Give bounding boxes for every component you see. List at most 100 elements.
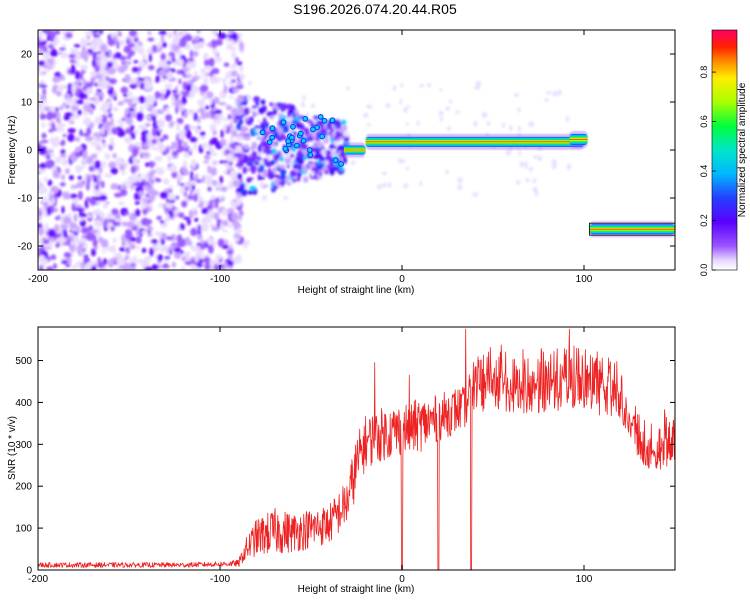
faint-blob <box>302 94 306 101</box>
noise-blob <box>117 257 126 267</box>
snr-series-line <box>38 328 675 570</box>
transition-blob <box>250 132 256 137</box>
noise-blob <box>69 48 78 52</box>
ridge-band <box>589 224 675 235</box>
spectrogram-x-axis: -200 -100 0 100 <box>28 30 593 285</box>
faint-blob <box>528 121 535 127</box>
noise-blob <box>110 226 115 232</box>
noise-blob <box>76 244 84 254</box>
noise-blob <box>124 60 132 65</box>
noise-blob <box>231 50 236 60</box>
noise-blob <box>86 214 92 218</box>
noise-blob <box>167 153 172 163</box>
noise-blob <box>47 191 55 196</box>
transition-blob <box>271 138 275 147</box>
noise-blob <box>221 208 229 217</box>
noise-blob <box>79 91 84 100</box>
noise-blob <box>88 52 95 56</box>
noise-blob <box>40 139 49 144</box>
faint-blob <box>345 86 351 90</box>
noise-blob <box>206 177 212 187</box>
noise-blob <box>146 132 153 142</box>
noise-blob <box>175 105 179 115</box>
noise-blob <box>124 211 130 216</box>
faint-blob <box>256 119 261 123</box>
noise-blob <box>38 30 43 38</box>
noise-blob <box>131 96 139 101</box>
noise-blob <box>235 145 243 155</box>
noise-blob <box>50 254 57 260</box>
faint-blob <box>517 125 522 132</box>
noise-blob <box>118 201 125 206</box>
noise-blob <box>205 154 211 161</box>
colorbar-tick-label: 0.4 <box>699 165 709 178</box>
transition-blob <box>271 148 277 155</box>
noise-blob <box>38 216 42 221</box>
noise-blob <box>92 238 98 247</box>
noise-blob <box>223 123 227 131</box>
noise-blob <box>93 37 103 44</box>
transition-blob <box>322 166 329 171</box>
noise-blob <box>112 237 117 244</box>
noise-blob <box>80 51 86 59</box>
noise-blob <box>138 77 145 82</box>
transition-blob <box>284 157 292 164</box>
noise-blob <box>212 49 218 56</box>
noise-blob <box>41 206 45 214</box>
noise-blob <box>184 260 193 266</box>
noise-blob <box>158 203 164 208</box>
noise-blob <box>68 175 74 181</box>
transition-blob <box>260 124 264 128</box>
noise-blob <box>219 267 226 270</box>
noise-blob <box>45 159 54 169</box>
noise-blob <box>191 39 196 45</box>
transition-blob <box>301 164 308 172</box>
noise-blob <box>215 201 219 209</box>
noise-blob <box>208 57 215 67</box>
colorbar-tick-label: 0.8 <box>699 66 709 79</box>
noise-blob <box>117 119 123 124</box>
transition-blob <box>295 123 300 129</box>
hot-spot <box>310 126 316 133</box>
noise-blob <box>178 131 186 140</box>
transition-blob <box>279 133 286 141</box>
transition-blob <box>238 95 243 104</box>
noise-blob <box>239 178 243 183</box>
noise-blob <box>116 41 120 50</box>
noise-blob <box>189 79 194 85</box>
noise-blob <box>143 256 150 265</box>
noise-blob <box>46 111 53 121</box>
faint-blob <box>376 184 383 189</box>
transition-blob <box>294 116 301 122</box>
noise-blob <box>93 135 98 142</box>
hot-spot <box>332 157 339 164</box>
noise-blob <box>164 256 171 260</box>
faint-blob <box>551 159 558 165</box>
noise-blob <box>222 220 229 227</box>
hot-spot <box>317 114 324 120</box>
noise-blob <box>171 170 178 179</box>
noise-blob <box>63 234 69 238</box>
noise-blob <box>190 264 196 270</box>
noise-blob <box>200 68 206 74</box>
noise-blob <box>90 153 97 160</box>
transition-blob <box>304 127 310 136</box>
transition-blob <box>324 169 329 175</box>
noise-blob <box>47 58 55 65</box>
ridge-band <box>365 136 584 147</box>
faint-blob <box>333 140 340 147</box>
transition-blob <box>236 123 242 131</box>
noise-blob <box>159 79 167 82</box>
noise-blob <box>176 122 180 132</box>
noise-blob <box>85 227 90 233</box>
x-tick-label: 100 <box>576 274 593 285</box>
noise-blob <box>131 99 140 104</box>
faint-blob <box>533 155 539 159</box>
faint-blob <box>486 121 491 126</box>
noise-blob <box>101 125 105 135</box>
noise-blob <box>188 209 194 219</box>
colorbar-tick-label: 0.0 <box>699 264 709 277</box>
noise-blob <box>167 193 176 201</box>
noise-blob <box>38 60 47 67</box>
noise-blob <box>187 61 193 67</box>
